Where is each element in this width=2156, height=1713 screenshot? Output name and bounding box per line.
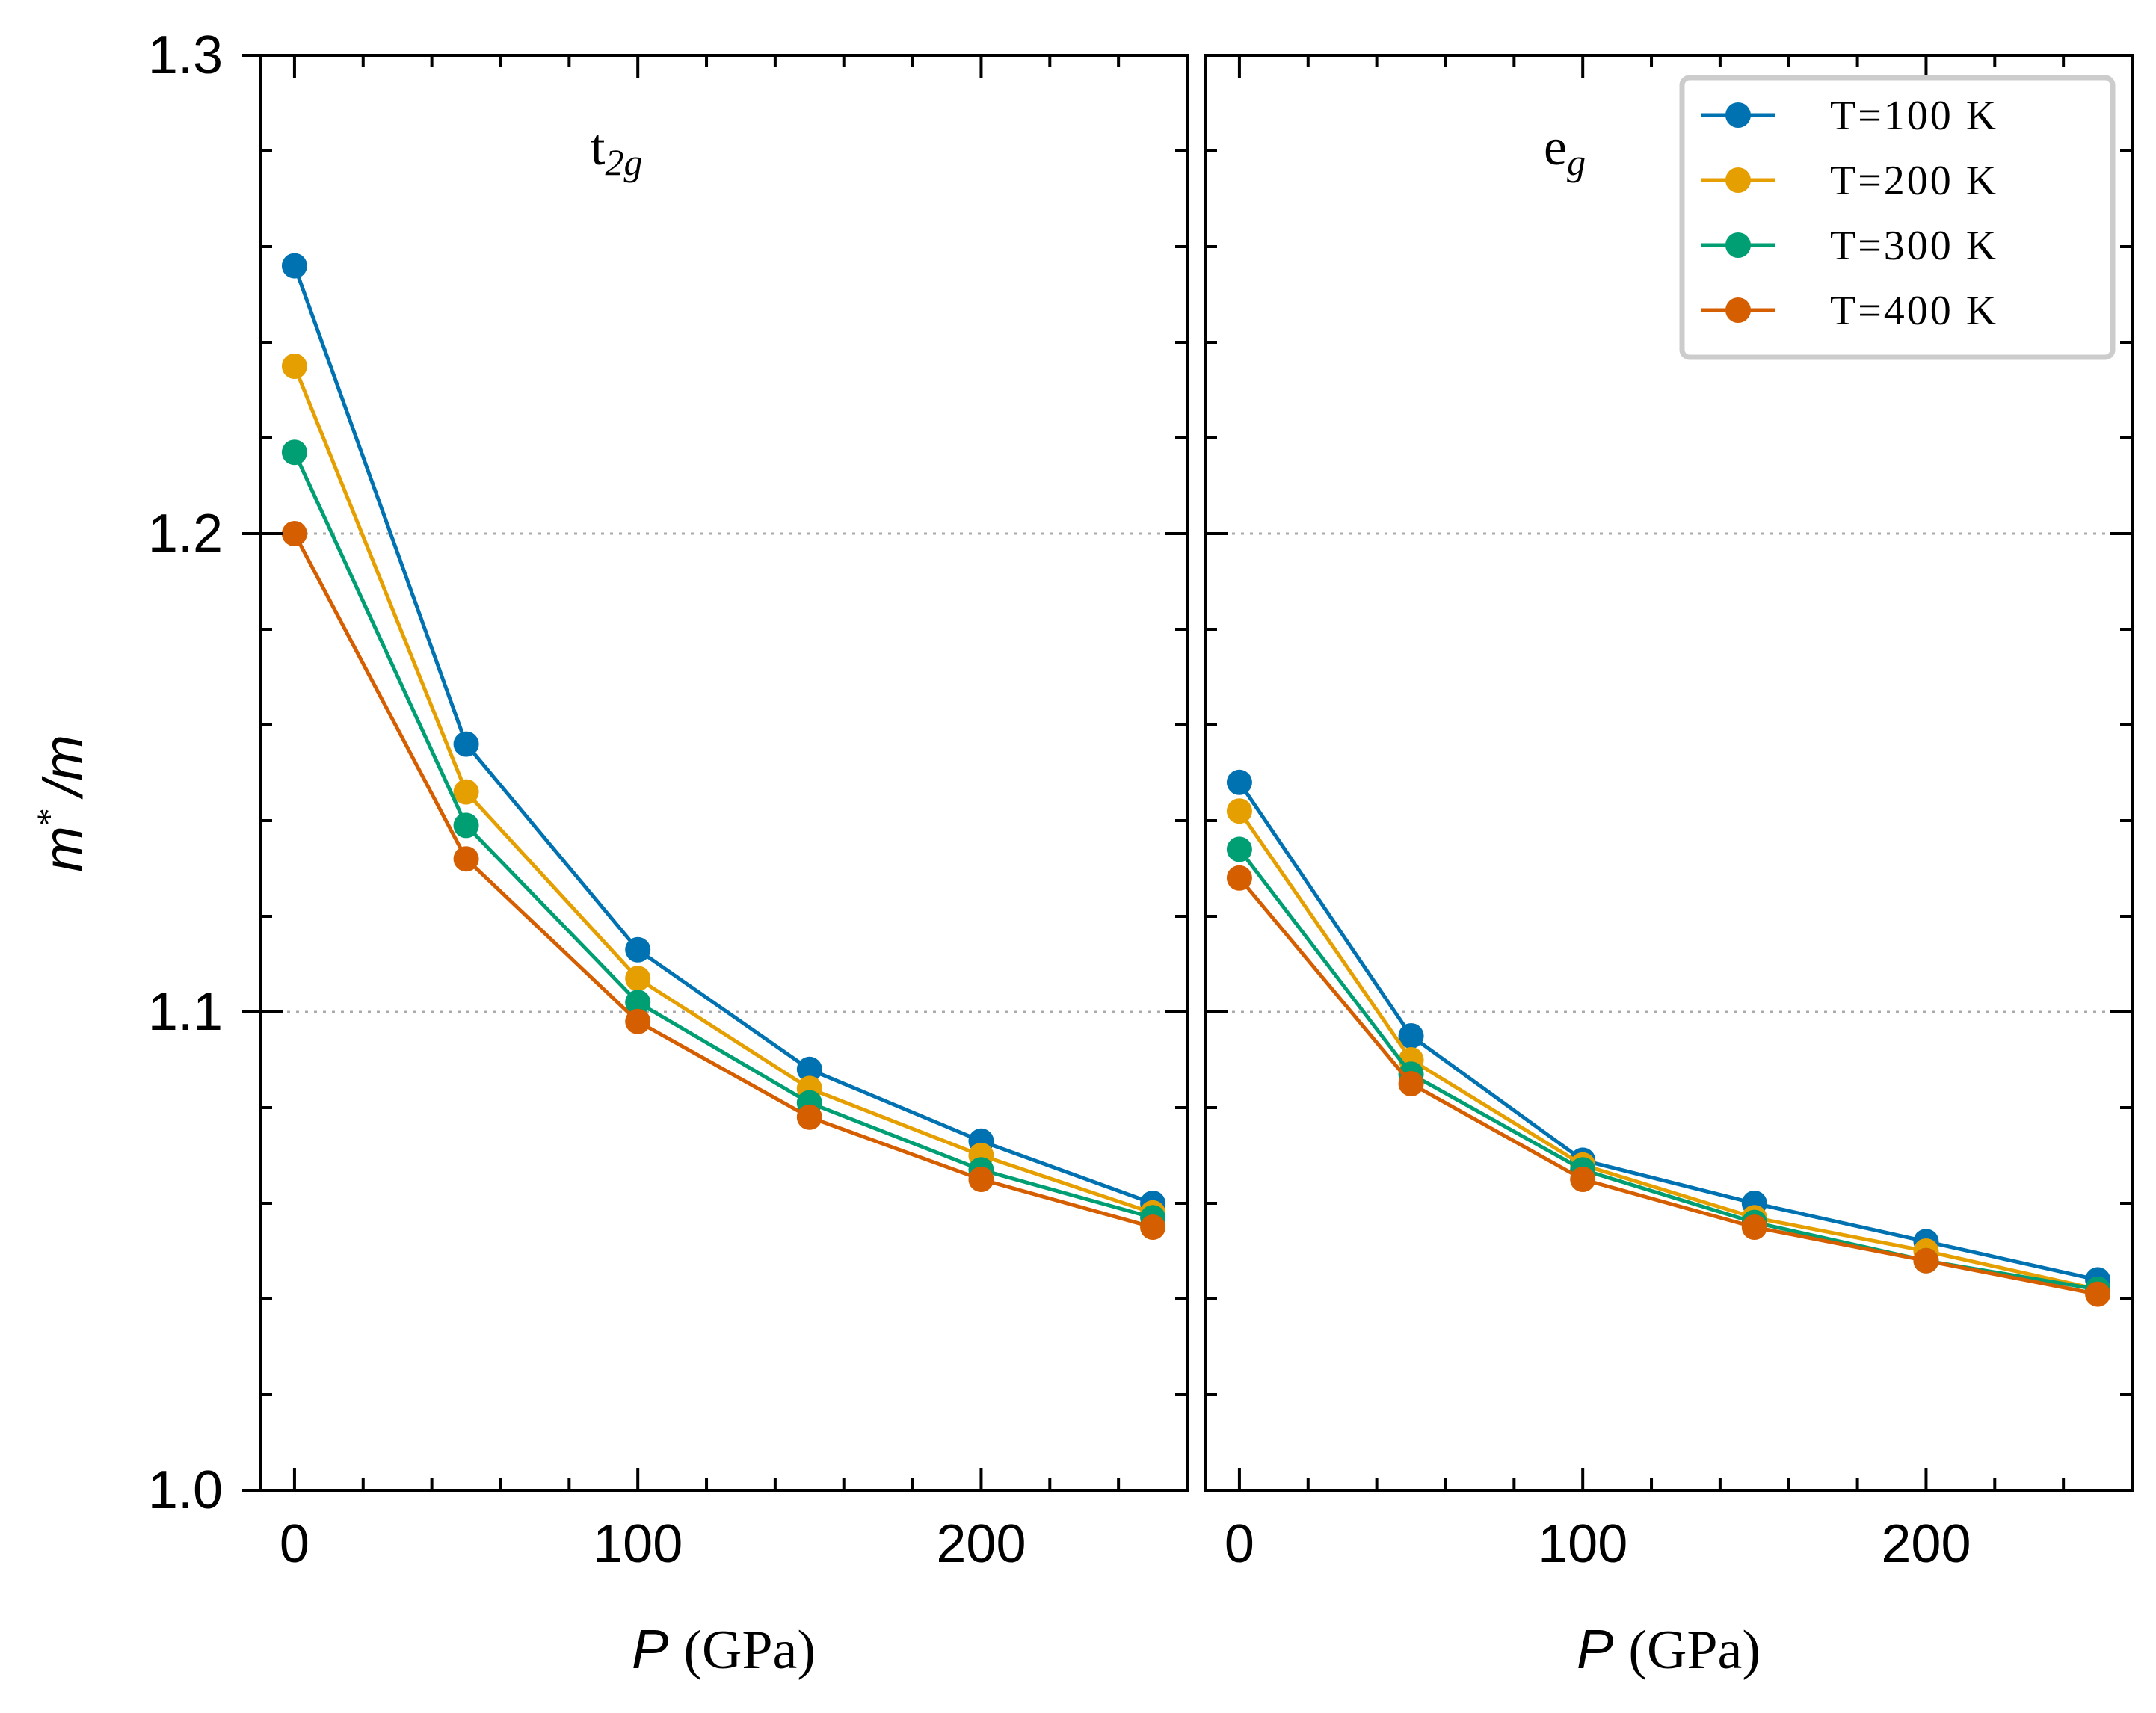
legend-box	[1679, 75, 2116, 360]
x-axis-label: P (GPa)	[632, 1618, 816, 1681]
data-point	[1741, 1214, 1767, 1240]
series-line	[1237, 848, 2098, 1291]
data-point	[1570, 1167, 1596, 1192]
panel-label: eg	[1544, 119, 1586, 183]
data-point	[968, 1167, 994, 1192]
data-point	[1226, 865, 1252, 891]
y-tick-label: 1.3	[148, 25, 223, 85]
grid-lines	[1205, 532, 2132, 1013]
plot-frame	[259, 54, 1189, 1492]
legend-marker	[1725, 102, 1751, 128]
y-axis-label: m* /m	[30, 735, 94, 872]
data-point	[796, 1104, 822, 1130]
data-point	[1226, 769, 1252, 795]
data-point	[1398, 1023, 1424, 1049]
x-tick-label: 100	[1538, 1514, 1627, 1574]
data-point	[1913, 1247, 1939, 1274]
x-tick-label: 200	[1881, 1514, 1971, 1574]
panel-t2g: 0 100 200 1.0 1.1 1.2 1.3 t2g P (GPa)	[148, 25, 1189, 1681]
data-point	[453, 779, 479, 805]
legend-label: T=300 K	[1830, 223, 1998, 269]
series-line	[1237, 809, 2098, 1291]
y-tick-label: 1.2	[148, 504, 223, 564]
y-axis-label-rest: /m	[32, 735, 94, 800]
tick-marks	[1205, 54, 2132, 1492]
data-point	[453, 731, 479, 757]
tick-marks	[242, 54, 1187, 1492]
y-axis-label-sup: *	[30, 808, 70, 826]
series-line	[292, 265, 1154, 1206]
legend-label: T=400 K	[1830, 288, 1998, 334]
series-layer	[1226, 769, 2111, 1307]
series-layer	[281, 253, 1166, 1240]
data-point	[453, 846, 479, 872]
y-axis-label-main: m	[32, 826, 94, 872]
data-point	[1226, 836, 1252, 862]
data-point	[1226, 798, 1252, 824]
x-tick-label: 100	[593, 1514, 683, 1574]
grid-lines	[260, 532, 1187, 1013]
panel-label-sub: 2g	[605, 141, 642, 183]
data-point	[625, 966, 651, 992]
data-point	[281, 253, 307, 279]
data-point	[625, 990, 651, 1016]
legend: T=100 K T=200 K T=300 K T=400 K	[1679, 75, 2116, 360]
x-axis-label-var: P	[632, 1618, 668, 1680]
series-line	[292, 365, 1154, 1215]
series-line	[292, 451, 1154, 1220]
data-point	[281, 354, 307, 379]
legend-marker	[1725, 232, 1751, 258]
x-axis-label: P (GPa)	[1577, 1618, 1761, 1681]
legend-label: T=200 K	[1830, 158, 1998, 204]
data-point	[281, 439, 307, 466]
x-tick-labels: 0 100 200	[1225, 1514, 1971, 1574]
x-axis-label-var: P	[1577, 1618, 1613, 1680]
data-point	[625, 1008, 651, 1034]
x-tick-label: 0	[1225, 1514, 1254, 1574]
panel-label-main: t	[591, 119, 606, 176]
series-line	[292, 532, 1154, 1229]
panel-label-sub: g	[1567, 141, 1586, 183]
plot-frame	[1204, 54, 2134, 1492]
y-tick-label: 1.0	[148, 1460, 223, 1520]
data-point	[2085, 1281, 2111, 1307]
data-point	[453, 812, 479, 839]
data-point	[1140, 1214, 1166, 1240]
panel-label-main: e	[1544, 119, 1567, 176]
x-tick-label: 0	[280, 1514, 309, 1574]
x-axis-label-unit: (GPa)	[1628, 1620, 1761, 1681]
data-point	[1398, 1071, 1424, 1096]
y-tick-labels: 1.0 1.1 1.2 1.3	[148, 25, 223, 1520]
series-line	[1237, 781, 2098, 1282]
legend-marker	[1725, 297, 1751, 323]
panel-label: t2g	[591, 119, 642, 183]
panel-eg: 0 100 200 eg P (GPa) T=100 KT=200 KT=300 KT…	[1204, 54, 2134, 1681]
data-point	[625, 936, 651, 963]
data-point	[281, 521, 307, 546]
legend-label: T=100 K	[1830, 93, 1998, 139]
y-tick-label: 1.1	[148, 982, 223, 1042]
legend-marker	[1725, 167, 1751, 193]
series-line	[1238, 877, 2098, 1297]
data-point	[796, 1056, 822, 1082]
x-tick-labels: 0 100 200	[280, 1514, 1026, 1574]
x-tick-label: 200	[936, 1514, 1026, 1574]
x-axis-label-unit: (GPa)	[683, 1620, 816, 1681]
